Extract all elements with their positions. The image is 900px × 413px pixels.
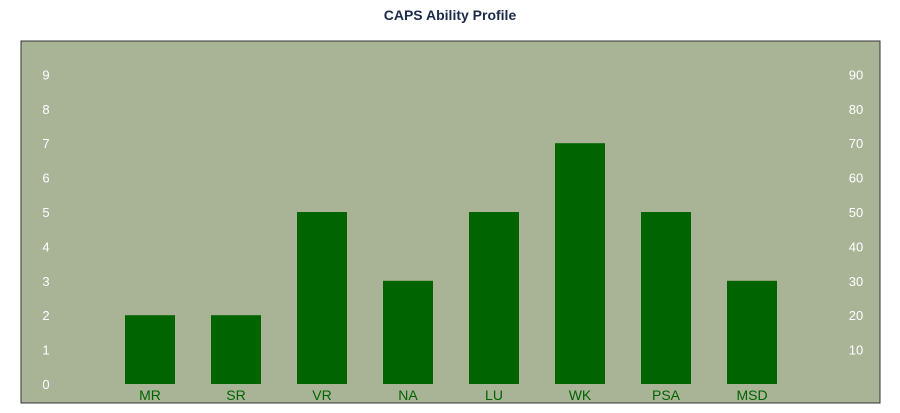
y-tick-label: 1 [42, 343, 49, 358]
x-tick-label: MR [139, 387, 161, 403]
x-tick-label: NA [398, 387, 418, 403]
y-tick-label: 7 [42, 136, 49, 151]
x-tick-label: LU [485, 387, 503, 403]
y2-tick-label: 10 [849, 343, 863, 358]
y2-tick-label: 60 [849, 171, 863, 186]
y-axis-left: 0 1 2 3 4 5 6 7 8 9 [42, 67, 49, 392]
y2-tick-label: 80 [849, 102, 863, 117]
x-tick-label: SR [226, 387, 245, 403]
y-tick-label: 6 [42, 171, 49, 186]
y2-tick-label: 90 [849, 67, 863, 82]
y-tick-label: 3 [42, 274, 49, 289]
bars-group [125, 143, 777, 384]
y-tick-label: 5 [42, 205, 49, 220]
bar-na [383, 280, 433, 384]
y-tick-label: 0 [42, 377, 49, 392]
y2-tick-label: 20 [849, 308, 863, 323]
bar-wk [555, 143, 605, 384]
x-tick-label: MSD [736, 387, 767, 403]
x-tick-label: PSA [652, 387, 681, 403]
y-axis-right: 10 20 30 40 50 60 70 80 90 [849, 67, 863, 357]
y2-tick-label: 30 [849, 274, 863, 289]
bar-vr [297, 212, 347, 384]
chart-title: CAPS Ability Profile [383, 7, 517, 23]
x-tick-label: VR [312, 387, 331, 403]
bar-msd [727, 280, 777, 384]
y-tick-label: 4 [42, 239, 49, 254]
y2-tick-label: 70 [849, 136, 863, 151]
y-tick-label: 8 [42, 102, 49, 117]
bar-mr [125, 315, 175, 384]
x-tick-label: WK [569, 387, 592, 403]
bar-psa [641, 212, 691, 384]
y-tick-label: 2 [42, 308, 49, 323]
y2-tick-label: 40 [849, 239, 863, 254]
y2-tick-label: 50 [849, 205, 863, 220]
bar-sr [211, 315, 261, 384]
bar-lu [469, 212, 519, 384]
y-tick-label: 9 [42, 67, 49, 82]
x-axis: MR SR VR NA LU WK PSA MSD [139, 387, 767, 403]
